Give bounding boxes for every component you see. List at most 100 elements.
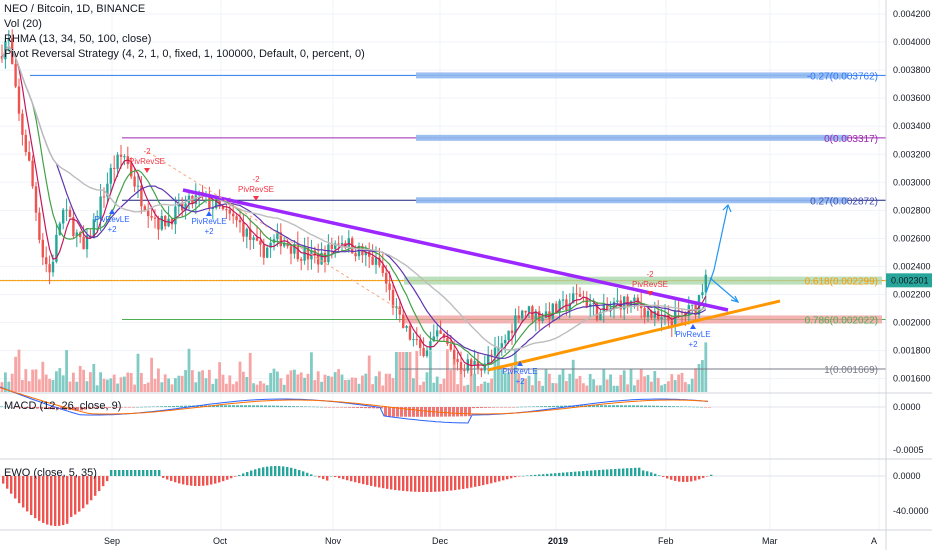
macd-histogram-bar xyxy=(48,407,51,410)
ewo-bar xyxy=(326,476,329,481)
ewo-bar xyxy=(66,476,69,524)
macd-histogram-bar xyxy=(128,407,131,408)
volume-bar xyxy=(34,369,38,392)
volume-bar xyxy=(497,348,500,392)
volume-bar xyxy=(568,373,572,392)
ewo-bar xyxy=(78,476,81,512)
macd-histogram-bar xyxy=(644,405,647,407)
ewo-bar xyxy=(530,475,533,476)
ewo-pane xyxy=(0,466,886,526)
candle-body xyxy=(102,196,106,198)
candle-body xyxy=(595,303,599,321)
candle-body xyxy=(96,218,99,220)
macd-histogram-bar xyxy=(704,407,707,408)
price-tick-label: 0.003000 xyxy=(893,177,931,187)
candle-body xyxy=(463,369,466,371)
volume-bar xyxy=(31,369,34,392)
ewo-bar xyxy=(342,476,345,480)
volume-bar xyxy=(282,384,286,392)
candle-body xyxy=(470,359,473,366)
ewo-label[interactable]: EWO (close, 5, 35) xyxy=(4,467,97,479)
ewo-bar xyxy=(62,476,65,526)
macd-histogram-bar xyxy=(548,405,551,407)
macd-signal-line xyxy=(0,387,709,415)
ewo-bar xyxy=(306,472,309,476)
ewo-bar xyxy=(270,466,273,476)
candle-body xyxy=(34,186,38,213)
macd-histogram-bar xyxy=(684,406,687,407)
ewo-bar xyxy=(134,470,137,476)
macd-histogram-bar xyxy=(92,407,95,409)
volume-bar xyxy=(602,368,606,392)
macd-histogram-bar xyxy=(508,407,511,408)
macd-histogram-bar xyxy=(96,407,99,409)
volume-bar xyxy=(415,351,419,392)
volume-bar xyxy=(378,371,381,392)
candle-body xyxy=(174,206,177,225)
rmha-indicator-label[interactable]: RHMA (13, 34, 50, 100, close) xyxy=(4,33,152,45)
time-axis[interactable]: Sep Oct Nov Dec 2019 Feb Mar A xyxy=(104,536,877,546)
ewo-bar xyxy=(514,476,517,478)
volume-bar xyxy=(425,372,429,392)
candle-body xyxy=(133,176,136,187)
macd-histogram-bar xyxy=(496,407,499,408)
long-signal-count: +2 xyxy=(107,225,117,234)
ewo-bar xyxy=(574,471,577,476)
target-zone xyxy=(416,134,848,141)
macd-histogram-bar xyxy=(292,406,295,407)
price-tick-label: 0.001600 xyxy=(893,374,931,384)
short-arrow-icon xyxy=(144,168,150,173)
macd-histogram-bar xyxy=(144,406,147,408)
ewo-bar xyxy=(254,469,257,476)
ewo-bar xyxy=(102,476,105,487)
ewo-bar xyxy=(486,476,489,485)
macd-histogram-bar xyxy=(660,405,663,407)
ewo-bar xyxy=(502,476,505,481)
candle-body xyxy=(296,243,299,260)
macd-histogram-bar xyxy=(368,407,371,409)
macd-line xyxy=(0,386,709,424)
macd-label[interactable]: MACD (12, 26, close, 9) xyxy=(4,400,122,412)
ewo-bar xyxy=(434,476,437,492)
trendlines[interactable] xyxy=(147,151,781,372)
ewo-bar xyxy=(150,470,153,476)
candle-body xyxy=(650,311,653,318)
macd-histogram-bar xyxy=(400,407,403,417)
price-axis[interactable]: 0.004200 0.004000 0.003800 0.003600 0.003400… xyxy=(886,9,932,384)
macd-histogram-bar xyxy=(492,407,495,408)
volume-bar xyxy=(218,362,221,392)
volume-bar xyxy=(486,382,490,392)
ewo-bar xyxy=(214,476,217,484)
candle-body xyxy=(340,242,344,245)
macd-histogram-bar xyxy=(244,405,247,407)
vol-indicator-label[interactable]: Vol (20) xyxy=(4,18,42,30)
volume-bar xyxy=(673,380,677,392)
ewo-bar xyxy=(458,476,461,490)
volume-bar xyxy=(303,377,306,392)
ewo-bar xyxy=(570,471,573,476)
volume-bar xyxy=(684,382,687,392)
macd-histogram-bar xyxy=(36,407,39,409)
ewo-bar xyxy=(86,476,89,505)
macd-histogram-bar xyxy=(132,407,135,408)
ewo-bar xyxy=(234,476,237,477)
volume-bar xyxy=(459,368,463,392)
ewo-bar xyxy=(346,476,349,481)
volume-bar xyxy=(276,371,279,392)
macd-histogram-bar xyxy=(136,406,139,408)
macd-histogram-bar xyxy=(700,406,703,408)
ewo-bar xyxy=(666,476,669,479)
ewo-bar xyxy=(390,476,393,490)
macd-histogram-bar xyxy=(688,406,691,408)
volume-bar xyxy=(313,380,317,392)
volume-bar xyxy=(422,381,425,392)
volume-bar xyxy=(401,352,405,392)
candle-body xyxy=(330,244,333,249)
fib-level-label: 0.786(0.002022) xyxy=(805,315,878,326)
volume-bar xyxy=(354,377,357,392)
ewo-bar xyxy=(94,476,97,496)
strategy-label[interactable]: Pivot Reversal Strategy (4, 2, 1, 0, fix… xyxy=(4,48,365,60)
symbol-title[interactable]: NEO / Bitcoin, 1D, BINANCE xyxy=(4,3,146,15)
ewo-bar xyxy=(402,476,405,491)
